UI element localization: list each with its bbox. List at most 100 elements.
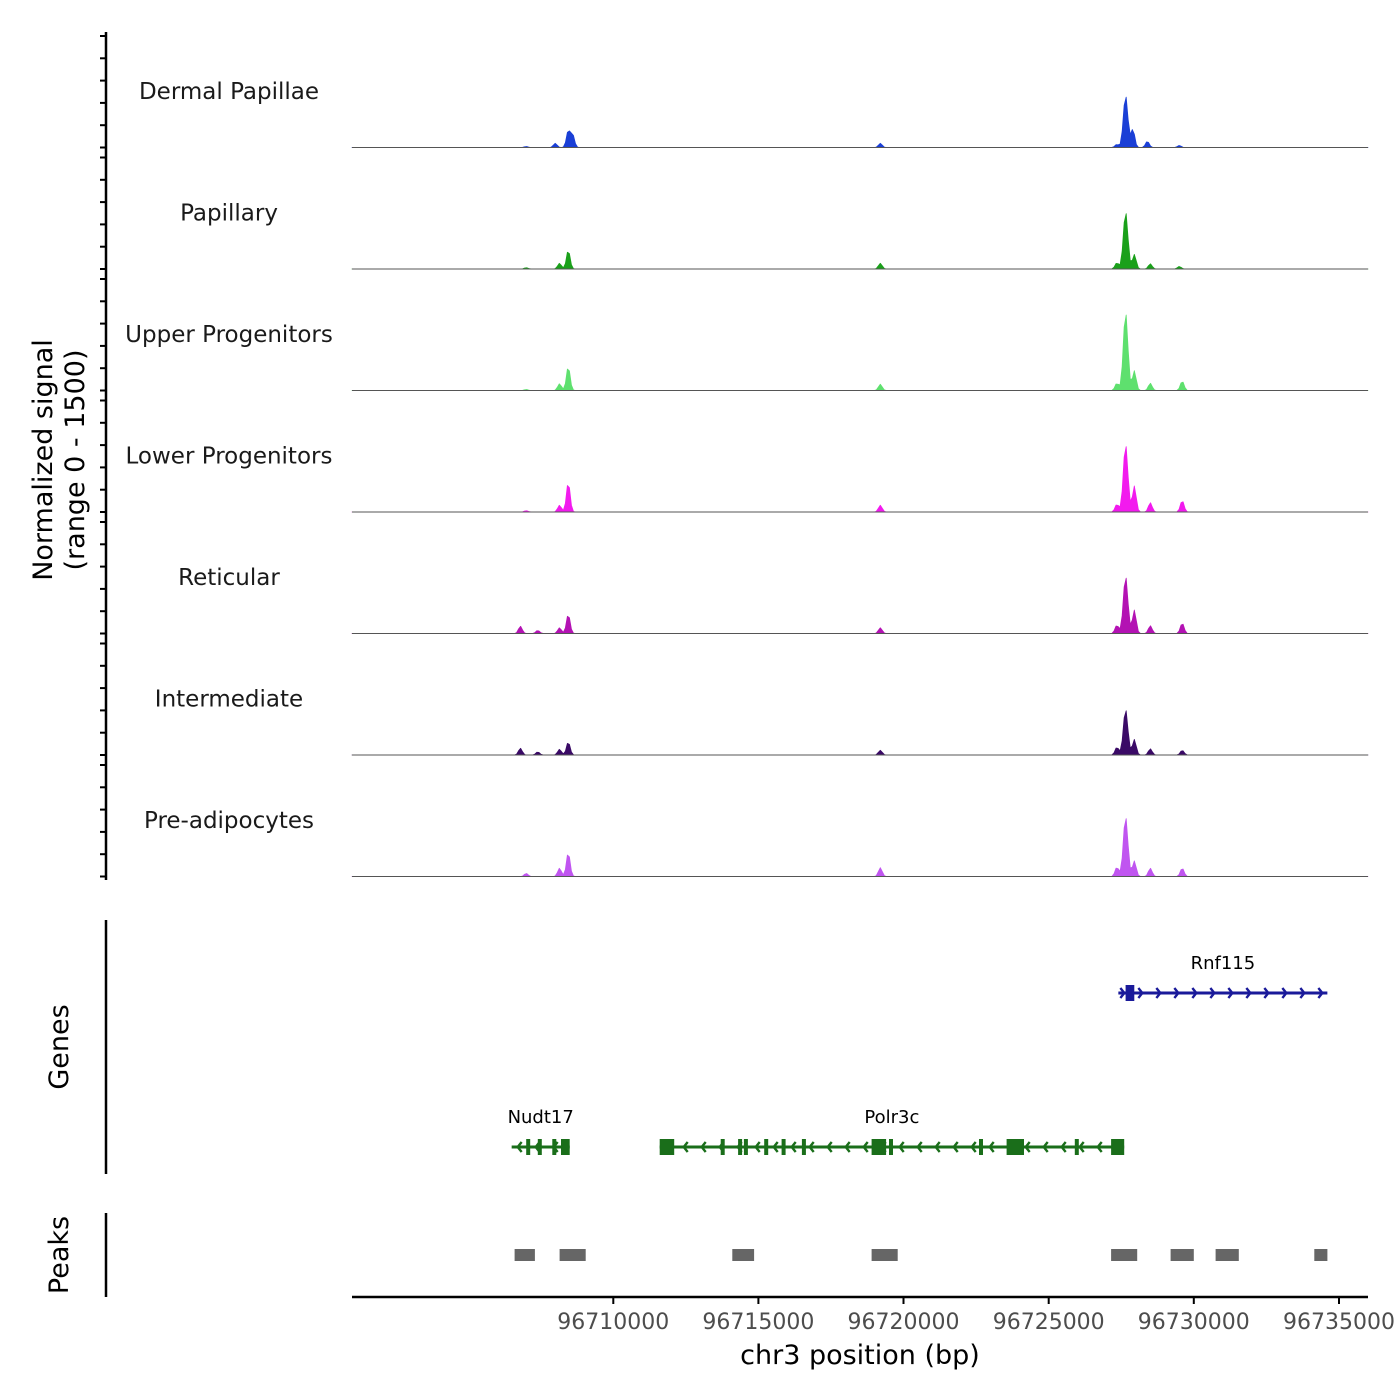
strand-arrow: [898, 1141, 905, 1153]
exon: [526, 1139, 531, 1155]
exon: [889, 1139, 893, 1155]
strand-arrow: [1245, 987, 1252, 999]
exon: [781, 1139, 786, 1155]
track-label: Pre-adipocytes: [144, 808, 314, 834]
y-axis-title: Normalized signal (range 0 - 1500): [28, 339, 91, 581]
strand-arrow: [1263, 987, 1270, 999]
x-tick-label: 96730000: [1138, 1310, 1250, 1335]
strand-arrow: [1024, 1141, 1031, 1153]
exon: [801, 1139, 806, 1155]
track-label: Dermal Papillae: [139, 79, 319, 105]
signal-area: [351, 96, 1369, 148]
gene-label: Polr3c: [864, 1107, 919, 1128]
strand-arrow: [790, 1141, 797, 1153]
y-axis-title-line2: (range 0 - 1500): [60, 350, 91, 571]
peaks-section-label: Peaks: [44, 1216, 75, 1294]
signal-area: [351, 314, 1369, 391]
strand-arrow: [700, 1141, 707, 1153]
peak-region: [732, 1249, 755, 1261]
x-tick-label: 96710000: [557, 1310, 669, 1335]
strand-arrow: [516, 1141, 523, 1153]
strand-arrow: [1281, 987, 1288, 999]
strand-arrow: [952, 1141, 959, 1153]
track-label: Reticular: [178, 565, 280, 591]
signal-tracks: Dermal Papillae Papillary Upper Progenitor…: [100, 35, 1369, 878]
track-label: Lower Progenitors: [126, 444, 333, 470]
peak-region: [559, 1249, 586, 1261]
signal-area: [351, 710, 1369, 756]
gene-polr3c: Polr3c: [659, 1107, 1125, 1155]
strand-arrow: [844, 1141, 851, 1153]
x-tick-label: 96735000: [1283, 1310, 1395, 1335]
track-lower-progenitors: Lower Progenitors: [100, 399, 1369, 513]
x-tick-label: 96715000: [702, 1310, 814, 1335]
gene-label: Rnf115: [1191, 953, 1256, 974]
strand-arrow: [682, 1141, 689, 1153]
strand-arrow: [1119, 987, 1126, 999]
strand-arrow: [808, 1141, 815, 1153]
track-upper-progenitors: Upper Progenitors: [100, 278, 1369, 392]
exon: [552, 1139, 557, 1155]
exon: [720, 1139, 725, 1155]
exon: [537, 1139, 542, 1155]
exon: [1074, 1139, 1079, 1155]
signal-area: [351, 577, 1369, 634]
strand-arrow: [1096, 1141, 1103, 1153]
strand-arrow: [1227, 987, 1234, 999]
peak-region: [514, 1249, 535, 1261]
track-papillary: Papillary: [100, 156, 1369, 270]
strand-arrow: [1155, 987, 1162, 999]
exon: [561, 1139, 570, 1155]
track-reticular: Reticular: [100, 521, 1369, 635]
strand-arrow: [1137, 987, 1144, 999]
strand-arrow: [1299, 987, 1306, 999]
peak-track: [514, 1249, 1328, 1261]
strand-arrow: [1191, 987, 1198, 999]
exon: [1006, 1139, 1024, 1155]
strand-arrow: [934, 1141, 941, 1153]
peak-region: [1170, 1249, 1194, 1261]
signal-area: [351, 446, 1369, 513]
x-axis-ticks: 96710000 96715000 96720000 96725000 96730000…: [557, 1297, 1395, 1335]
track-label: Papillary: [180, 201, 278, 227]
track-dermal-papillae: Dermal Papillae: [100, 35, 1369, 149]
exon: [764, 1139, 769, 1155]
y-axis-title-line1: Normalized signal: [28, 339, 59, 581]
strand-arrow: [970, 1141, 977, 1153]
track-intermediate: Intermediate: [100, 642, 1369, 756]
exon: [871, 1139, 887, 1155]
exon: [738, 1139, 743, 1155]
strand-arrow: [1209, 987, 1216, 999]
signal-area: [351, 213, 1369, 270]
x-axis-title: chr3 position (bp): [740, 1340, 980, 1371]
signal-area: [351, 818, 1369, 877]
strand-arrow: [1060, 1141, 1067, 1153]
gene-label: Nudt17: [508, 1107, 574, 1128]
gene-nudt17: Nudt17: [508, 1107, 574, 1155]
x-tick-label: 96725000: [993, 1310, 1105, 1335]
strand-arrow: [826, 1141, 833, 1153]
peak-region: [1111, 1249, 1138, 1261]
genes-section-label: Genes: [44, 1004, 75, 1089]
exon: [659, 1139, 675, 1155]
peak-region: [871, 1249, 898, 1261]
strand-arrow: [988, 1141, 995, 1153]
peak-region: [1314, 1249, 1328, 1261]
track-pre-adipocytes: Pre-adipocytes: [100, 764, 1369, 878]
strand-arrow: [1317, 987, 1324, 999]
track-label: Upper Progenitors: [125, 322, 333, 348]
exon: [979, 1139, 983, 1155]
strand-arrow: [1078, 1141, 1085, 1153]
gene-rnf115: Rnf115: [1118, 953, 1328, 1001]
exon: [1111, 1139, 1125, 1155]
track-label: Intermediate: [155, 687, 303, 713]
gene-track: Rnf115 Nudt17 Polr3c: [508, 953, 1328, 1155]
peak-region: [1215, 1249, 1239, 1261]
strand-arrow: [1042, 1141, 1049, 1153]
strand-arrow: [772, 1141, 779, 1153]
strand-arrow: [1173, 987, 1180, 999]
strand-arrow: [916, 1141, 923, 1153]
x-tick-label: 96720000: [848, 1310, 960, 1335]
exon: [1125, 985, 1135, 1001]
